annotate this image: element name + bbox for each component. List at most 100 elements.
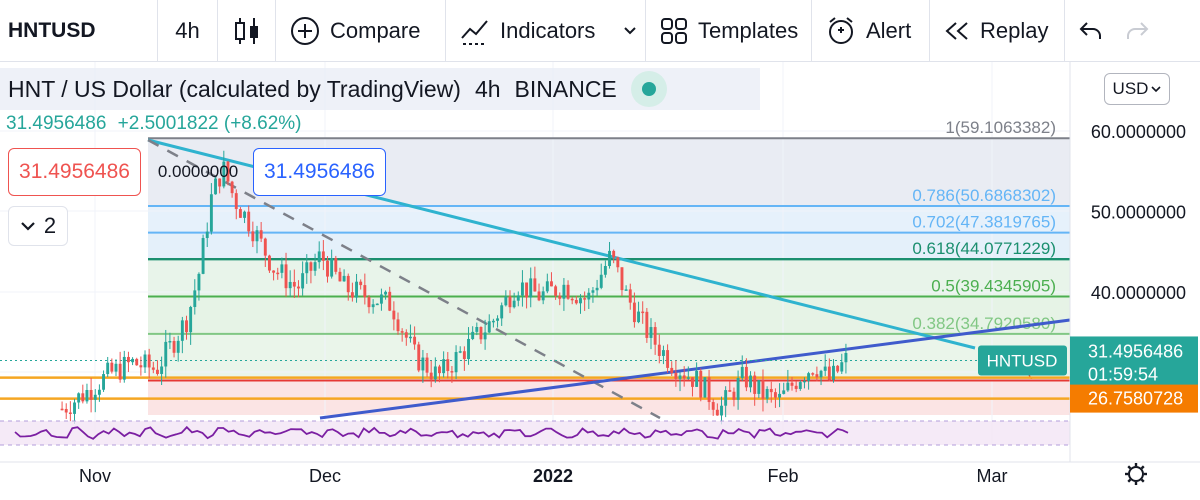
candle-body (106, 362, 110, 375)
candle-body (297, 286, 300, 289)
time-tick-label: 2022 (533, 466, 573, 486)
undo-icon[interactable] (1079, 21, 1103, 41)
candle-body (691, 377, 694, 387)
gear-icon[interactable] (1125, 463, 1147, 485)
alarm-clock-icon (826, 16, 856, 46)
legend-change: +2.5001822 (+8.62%) (117, 113, 302, 134)
candle-body (508, 296, 512, 308)
candle-body (160, 366, 164, 374)
candle-body (446, 359, 450, 372)
symbol-search-button[interactable]: HNTUSD (0, 0, 158, 62)
candle-body (118, 363, 122, 380)
compare-label: Compare (330, 17, 421, 43)
candle-body (840, 362, 844, 372)
candle-body (189, 306, 193, 333)
buy-button[interactable]: 31.4956486 (253, 148, 386, 196)
candle-body (342, 275, 346, 282)
price-scale: 60.0000000 50.0000000 40.0000000 HNTUSD 31.4… (978, 62, 1200, 462)
plus-circle-icon (290, 16, 320, 46)
candle-body (230, 181, 234, 194)
price-chart[interactable]: 1(59.1063382) 0.786(50.6868302) 0.702(47.3… (0, 62, 1200, 500)
templates-button[interactable]: Templates (646, 0, 812, 62)
time-tick-label: Dec (309, 466, 341, 486)
candle-body (284, 264, 288, 289)
top-toolbar: HNTUSD 4h Compare Indicators Templates A… (0, 0, 1200, 62)
collapse-indicators-button[interactable]: 2 (8, 206, 68, 246)
candle-body (749, 375, 752, 388)
candle-body (753, 375, 757, 394)
candle-body (637, 311, 641, 323)
candle-body (715, 409, 719, 416)
market-status-icon (630, 71, 667, 107)
candle-body (807, 373, 811, 381)
candle-body (520, 282, 524, 296)
candle-body (375, 303, 379, 306)
candle-body (81, 393, 85, 402)
candle-body (703, 377, 707, 398)
candle-body (595, 287, 599, 291)
candle-body (827, 366, 831, 380)
fib-band (148, 205, 1070, 233)
candle-body (782, 390, 786, 394)
candle-body (334, 258, 338, 272)
sell-button[interactable]: 31.4956486 (8, 148, 141, 196)
candle-body (126, 356, 130, 363)
candle-body (653, 327, 657, 345)
candle-body (425, 357, 429, 373)
candle-body (384, 291, 388, 295)
candle-body (97, 389, 101, 395)
candle-body (537, 291, 541, 301)
candle-body (102, 374, 105, 390)
indicators-icon (460, 16, 490, 46)
currency-select[interactable]: USD (1104, 73, 1170, 105)
candle-body (143, 354, 147, 368)
chevron-down-icon (20, 221, 36, 231)
candle-body (657, 344, 661, 356)
candle-body (429, 372, 433, 380)
symbol-legend[interactable]: HNT / US Dollar (calculated by TradingVi… (0, 68, 760, 110)
candle-body (214, 178, 217, 195)
candle-body (417, 344, 421, 371)
candle-body (483, 332, 487, 340)
candle-body (379, 294, 383, 304)
candle-body (454, 352, 458, 373)
candle-body (570, 298, 574, 301)
time-tick-label: Nov (79, 466, 111, 486)
candle-body (620, 267, 624, 291)
candle-body (131, 358, 135, 363)
candle-body (317, 251, 321, 263)
alert-button[interactable]: Alert (812, 0, 930, 62)
candle-body (533, 278, 537, 292)
candle-body (467, 338, 470, 360)
fib-level-label: 0.618(44.0771229) (912, 239, 1056, 258)
candle-body (209, 194, 213, 232)
candle-body (794, 385, 798, 389)
candle-body (135, 358, 139, 366)
candle-body (176, 340, 180, 353)
candle-body (587, 292, 591, 300)
last-price-badge (1070, 336, 1198, 387)
replay-label: Replay (980, 17, 1049, 43)
candle-body (757, 380, 761, 394)
candle-body (666, 350, 670, 368)
redo-icon[interactable] (1125, 21, 1149, 41)
candle-body (641, 311, 645, 314)
rsi-band (0, 421, 1070, 445)
fib-level-label: 0.5(39.4345905) (931, 277, 1056, 296)
fib-band (148, 296, 1070, 334)
candle-body (798, 382, 802, 389)
alert-label: Alert (866, 17, 912, 43)
indicators-button[interactable]: Indicators (446, 0, 646, 62)
candle-body (251, 231, 255, 242)
time-tick-label: Feb (767, 466, 798, 486)
compare-button[interactable]: Compare (276, 0, 446, 62)
chart-type-button[interactable] (218, 0, 276, 62)
candle-body (603, 266, 607, 275)
candle-body (558, 295, 562, 299)
interval-button[interactable]: 4h (158, 0, 218, 62)
candle-body (566, 284, 570, 299)
legend-price-row: 31.4956486 +2.5001822 (+8.62%) (6, 113, 301, 135)
replay-button[interactable]: Replay (930, 0, 1065, 62)
fib-level-label: 1(59.1063382) (945, 118, 1056, 137)
level-badge (1070, 384, 1198, 413)
